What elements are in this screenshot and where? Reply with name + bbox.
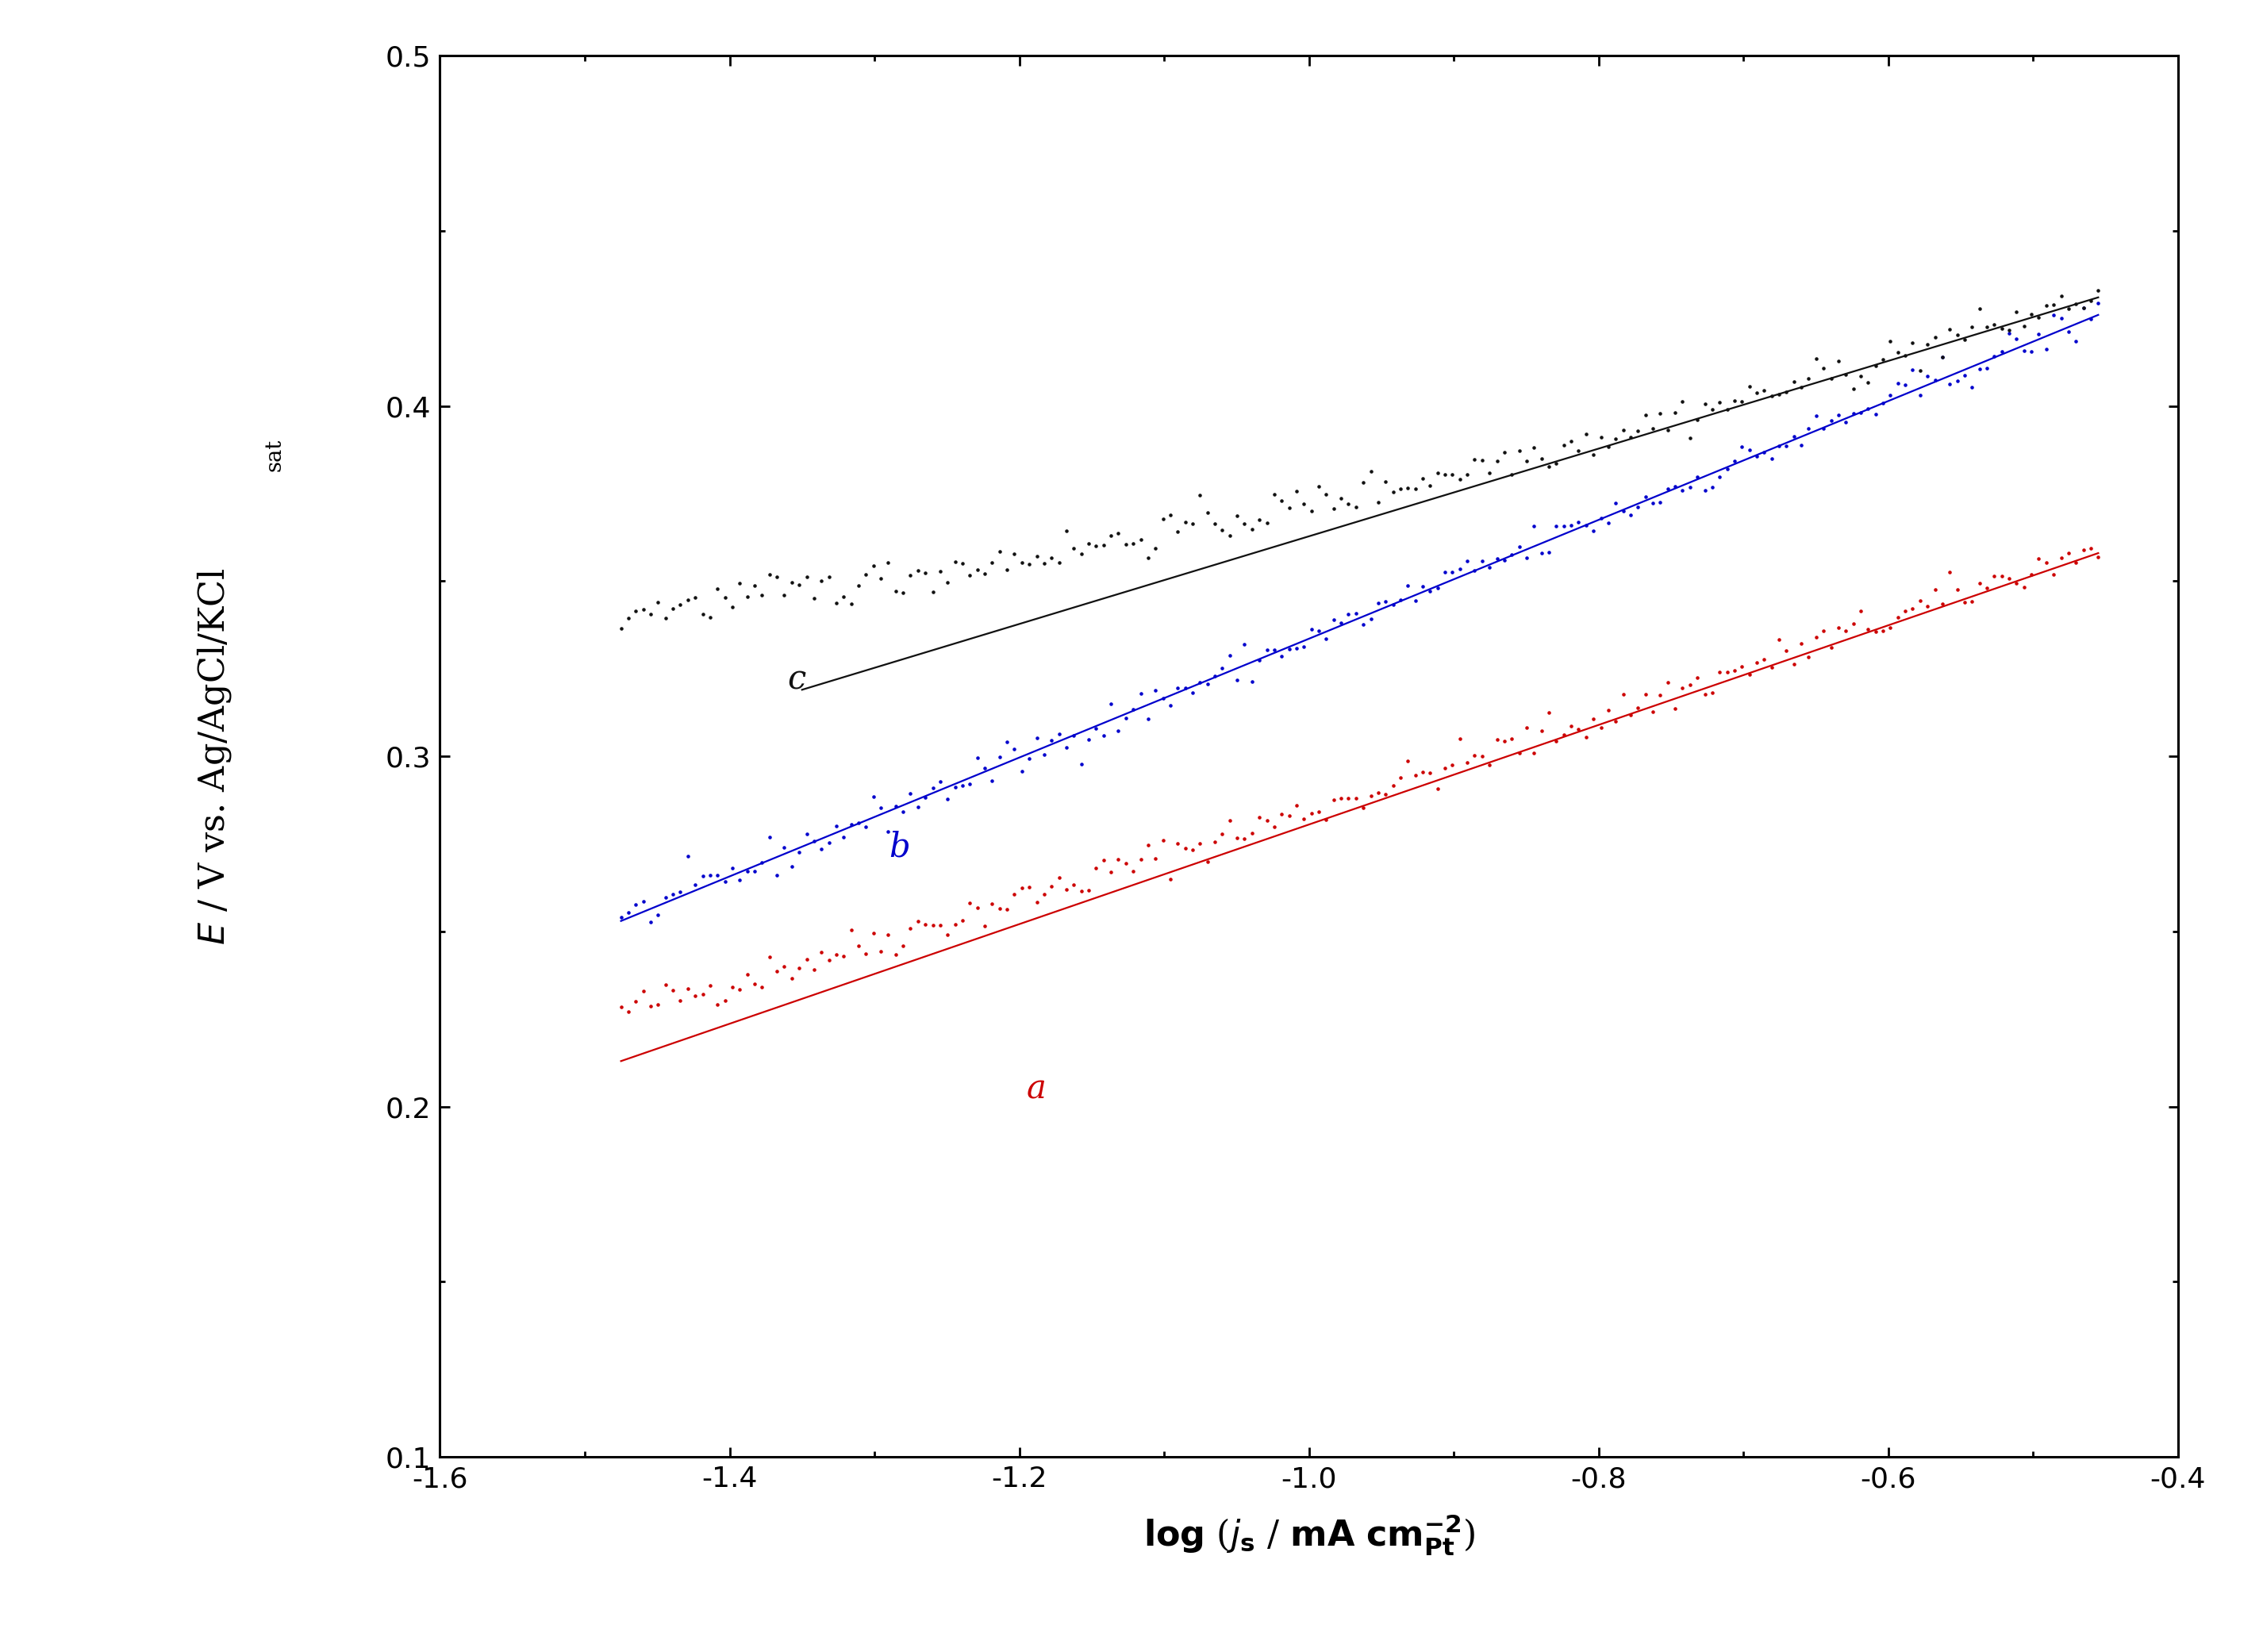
Text: b: b bbox=[889, 831, 910, 864]
Text: a: a bbox=[1027, 1072, 1046, 1105]
Text: sat: sat bbox=[265, 439, 285, 471]
X-axis label: $\bf{log}$ ($\bf{\it{j}}_{\bf{s}}$ / $\bf{mA\ cm}_{\bf{Pt}}^{\bf{-2}}$): $\bf{log}$ ($\bf{\it{j}}_{\bf{s}}$ / $\b… bbox=[1143, 1513, 1475, 1558]
Text: $\it{E}$ / V vs. Ag/AgCl/KCl: $\it{E}$ / V vs. Ag/AgCl/KCl bbox=[195, 568, 233, 945]
Text: c: c bbox=[788, 662, 806, 695]
